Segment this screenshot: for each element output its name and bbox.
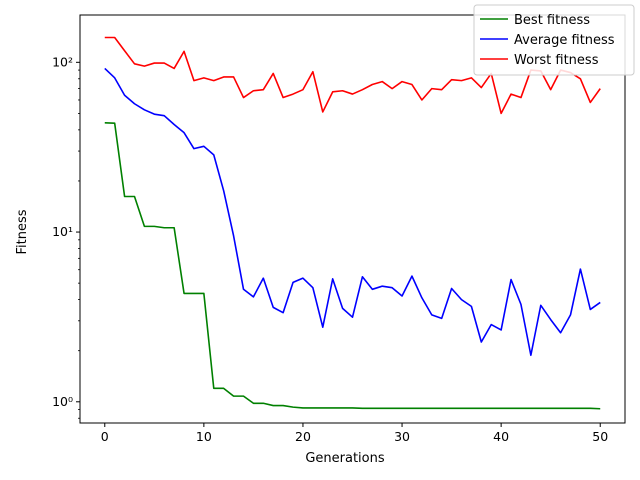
y-tick-label: 10⁰	[52, 394, 73, 409]
x-tick-label: 50	[592, 429, 608, 444]
legend-label: Best fitness	[514, 13, 590, 28]
legend: Best fitness Average fitness Worst fitness	[473, 4, 635, 76]
legend-box	[473, 4, 635, 76]
axes-frame	[79, 14, 626, 424]
x-axis-label: Generations	[305, 451, 385, 466]
plot-area	[104, 36, 601, 410]
legend-label: Average fitness	[514, 33, 615, 48]
y-axis-label: Fitness	[15, 209, 30, 254]
series-line-worst-fitness	[104, 36, 601, 115]
series-line-best-fitness	[104, 122, 601, 410]
axes: 0 10 20 30 40 50 10⁰ 10¹ 10²	[52, 14, 626, 444]
legend-label: Worst fitness	[514, 53, 599, 68]
x-tick-label: 0	[101, 429, 109, 444]
x-tick-label: 40	[493, 429, 509, 444]
y-tick-label: 10²	[52, 54, 73, 69]
x-tick-label: 30	[394, 429, 410, 444]
y-tick-label: 10¹	[52, 224, 73, 239]
x-tick-label: 20	[295, 429, 311, 444]
x-tick-label: 10	[196, 429, 212, 444]
series-line-average-fitness	[104, 67, 601, 357]
